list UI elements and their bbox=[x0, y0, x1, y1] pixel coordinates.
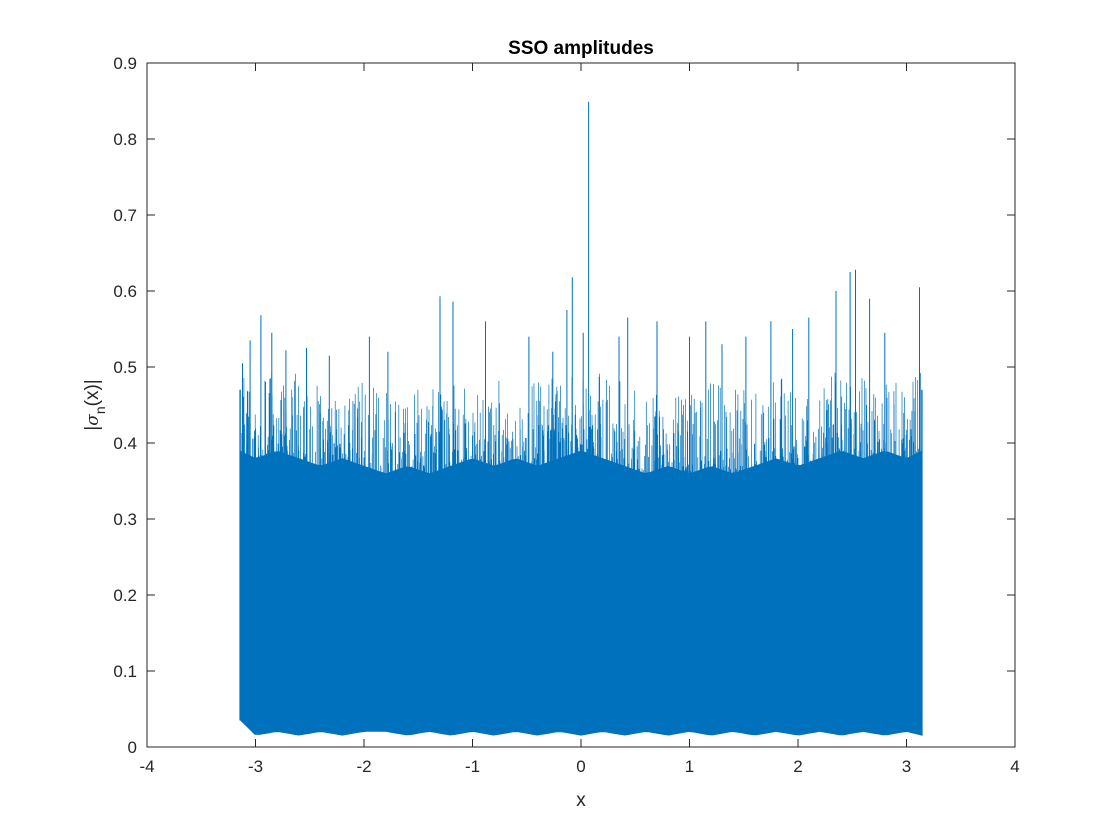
y-tick-label: 0.9 bbox=[113, 54, 137, 73]
x-tick-label: -1 bbox=[465, 757, 480, 776]
y-tick-label: 0.5 bbox=[113, 358, 137, 377]
y-tick-label: 0.6 bbox=[113, 282, 137, 301]
y-tick-label: 0 bbox=[128, 738, 137, 757]
x-tick-label: 4 bbox=[1010, 757, 1019, 776]
y-tick-label: 0.7 bbox=[113, 206, 137, 225]
tick-layer bbox=[146, 62, 1016, 748]
y-tick-label: 0.8 bbox=[113, 130, 137, 149]
y-tick-label: 0.3 bbox=[113, 510, 137, 529]
series-layer bbox=[239, 101, 923, 736]
y-axis-label: |σn(x)| bbox=[82, 379, 108, 430]
x-tick-label: 0 bbox=[576, 757, 585, 776]
x-axis-label: x bbox=[576, 790, 586, 811]
x-tick-label: -2 bbox=[356, 757, 371, 776]
x-tick-label: -4 bbox=[139, 757, 154, 776]
x-tick-label: 2 bbox=[793, 757, 802, 776]
y-tick-label: 0.2 bbox=[113, 586, 137, 605]
tick-label-layer: -4 -3 -2 -1 0 1 2 3 4 0 0.1 0.2 0.3 0.4 0.5 0.6 0.7 0.8 0.… bbox=[113, 54, 1019, 776]
x-tick-label: 1 bbox=[685, 757, 694, 776]
y-axis-label-subscript: n bbox=[92, 406, 108, 414]
y-axis-label-tail: (x)| bbox=[82, 379, 103, 406]
x-tick-label: -3 bbox=[248, 757, 263, 776]
x-tick-label: 3 bbox=[902, 757, 911, 776]
y-axis-label-sigma: σ bbox=[83, 414, 103, 426]
chart-title: SSO amplitudes bbox=[508, 38, 654, 59]
y-tick-label: 0.4 bbox=[113, 434, 137, 453]
y-tick-label: 0.1 bbox=[113, 662, 137, 681]
y-axis-label-bar: | bbox=[82, 426, 103, 431]
